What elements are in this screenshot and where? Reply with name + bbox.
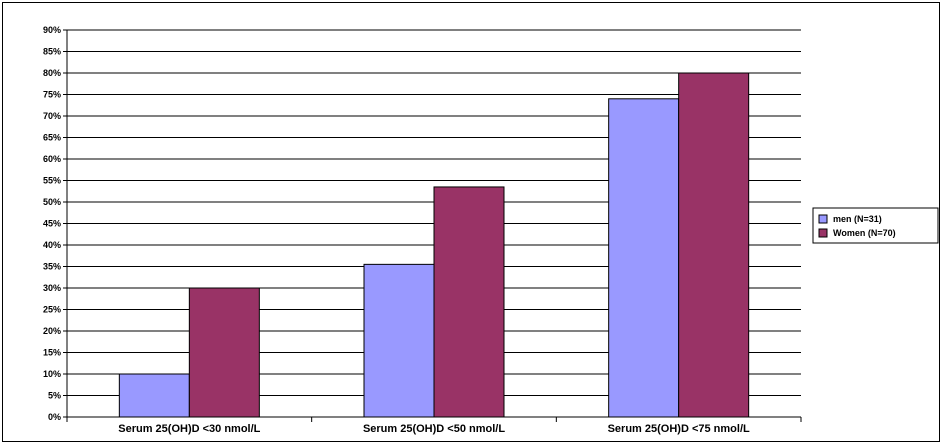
legend-swatch [818, 214, 828, 224]
y-tick-label: 85% [43, 47, 61, 57]
y-tick-label: 0% [48, 412, 61, 422]
x-category-label: Serum 25(OH)D <50 nmol/L [363, 423, 505, 435]
bar-men-1 [118, 373, 190, 418]
y-tick-label: 60% [43, 154, 61, 164]
y-tick-label: 15% [43, 348, 61, 358]
y-tick-label: 30% [43, 283, 61, 293]
x-axis-category-labels: Serum 25(OH)D <30 nmol/L Serum 25(OH)D <5… [118, 423, 750, 435]
y-tick-label: 45% [43, 219, 61, 229]
y-tick-label: 65% [43, 133, 61, 143]
y-tick-label: 75% [43, 90, 61, 100]
y-tick-label: 70% [43, 111, 61, 121]
legend: men (N=31) Women (N=70) [812, 207, 939, 244]
x-category-label: Serum 25(OH)D <30 nmol/L [118, 423, 260, 435]
y-tick-label: 25% [43, 305, 61, 315]
legend-swatch [818, 228, 828, 238]
legend-box [812, 207, 939, 244]
x-category-label: Serum 25(OH)D <75 nmol/L [608, 423, 750, 435]
y-tick-label: 5% [48, 391, 61, 401]
y-tick-label: 40% [43, 240, 61, 250]
legend-label: Women (N=70) [833, 228, 896, 238]
bar-women-3 [678, 72, 750, 418]
y-tick-label: 20% [43, 326, 61, 336]
y-axis-ticks: 0% 5% 10% 15% 20% 25% 30% 35% 40% 45% 50% 55% 60% 65%… [43, 25, 67, 422]
y-tick-label: 50% [43, 197, 61, 207]
bar-women-1 [188, 287, 260, 418]
y-tick-label: 35% [43, 262, 61, 272]
bars [118, 72, 750, 418]
y-tick-label: 90% [43, 25, 61, 35]
y-tick-label: 55% [43, 176, 61, 186]
y-tick-label: 10% [43, 369, 61, 379]
legend-label: men (N=31) [833, 214, 882, 224]
y-tick-label: 80% [43, 68, 61, 78]
bar-men-2 [363, 263, 435, 418]
bar-men-3 [608, 98, 680, 418]
chart-frame: 0% 5% 10% 15% 20% 25% 30% 35% 40% 45% 50% 55% 60% 65%… [2, 2, 940, 442]
bar-women-2 [433, 186, 505, 418]
axes [66, 30, 802, 422]
bar-chart: 0% 5% 10% 15% 20% 25% 30% 35% 40% 45% 50% 55% 60% 65%… [43, 25, 939, 435]
